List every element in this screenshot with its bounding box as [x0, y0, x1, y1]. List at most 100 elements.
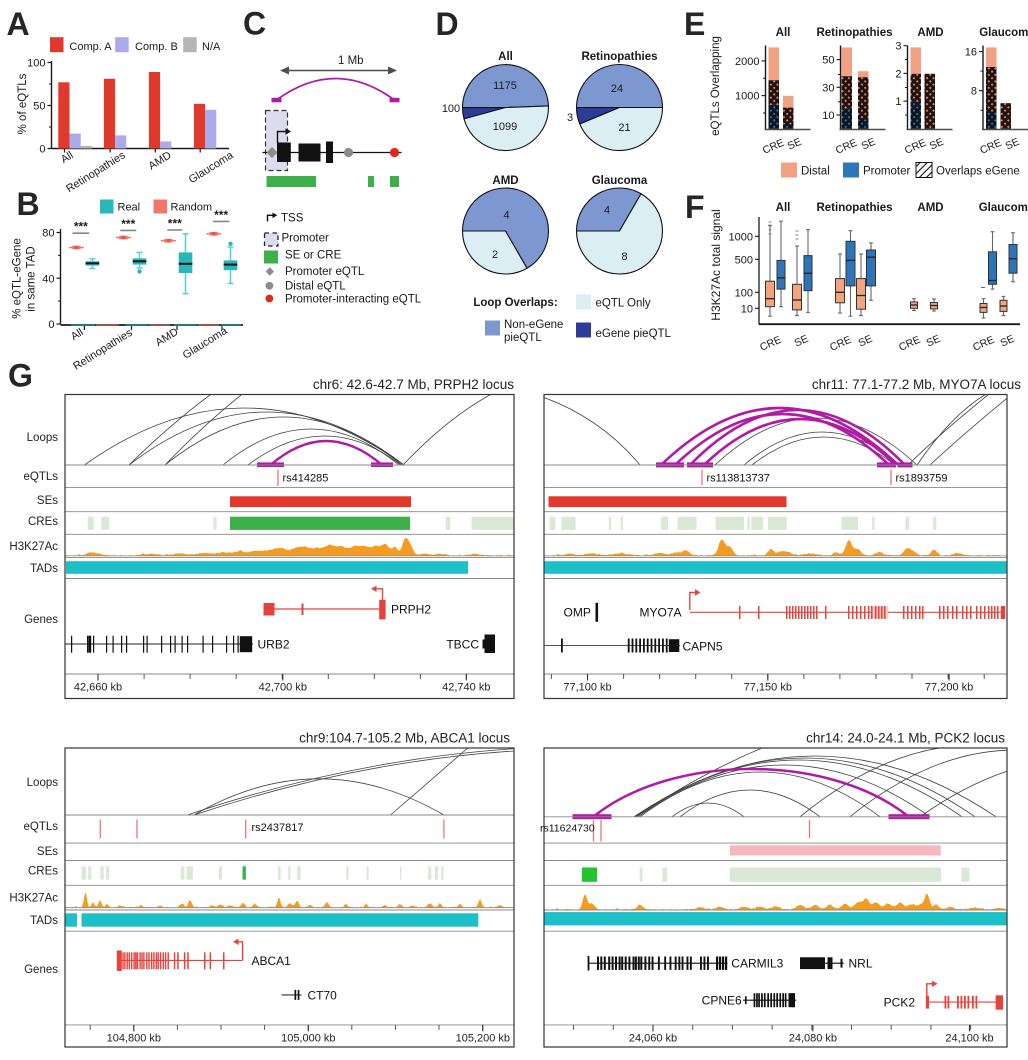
svg-text:77,100 kb: 77,100 kb — [563, 682, 611, 694]
svg-text:chr6: 42.6-42.7 Mb, PRPH2 locu: chr6: 42.6-42.7 Mb, PRPH2 locus — [313, 377, 514, 392]
svg-text:chr14: 24.0-24.1 Mb, PCK2 locu: chr14: 24.0-24.1 Mb, PCK2 locus — [806, 731, 1005, 746]
svg-text:rs11624730: rs11624730 — [540, 823, 595, 835]
svg-text:24,080 kb: 24,080 kb — [789, 1033, 837, 1045]
svg-text:ABCA1: ABCA1 — [252, 954, 292, 968]
svg-text:Glaucoma: Glaucoma — [592, 175, 648, 187]
svg-text:D: D — [436, 6, 459, 42]
svg-text:Random: Random — [171, 202, 213, 214]
svg-text:H3K27Ac: H3K27Ac — [9, 541, 58, 553]
svg-text:105,000 kb: 105,000 kb — [281, 1033, 335, 1045]
svg-text:80: 80 — [42, 228, 54, 240]
svg-text:42,700 kb: 42,700 kb — [259, 682, 307, 694]
svg-text:H3K27Ac: H3K27Ac — [9, 893, 58, 905]
svg-text:SEs: SEs — [37, 495, 58, 507]
svg-text:24,060 kb: 24,060 kb — [629, 1033, 677, 1045]
svg-text:H3K27Ac total signal: H3K27Ac total signal — [709, 209, 723, 320]
svg-text:1175: 1175 — [493, 80, 517, 92]
svg-text:24,100 kb: 24,100 kb — [945, 1033, 993, 1045]
svg-text:% of eQTLs: % of eQTLs — [17, 73, 29, 134]
svg-text:8: 8 — [621, 251, 627, 263]
svg-text:24: 24 — [611, 83, 623, 95]
svg-text:0: 0 — [48, 319, 54, 331]
svg-text:eQTLs Overlapping: eQTLs Overlapping — [710, 36, 722, 136]
svg-text:AMD: AMD — [492, 175, 518, 187]
svg-text:3: 3 — [895, 41, 901, 53]
svg-text:50: 50 — [33, 101, 45, 113]
svg-text:TSS: TSS — [281, 213, 304, 225]
svg-text:SE: SE — [999, 333, 1017, 350]
svg-text:Retinopathies: Retinopathies — [581, 51, 657, 63]
svg-text:Non-eGene: Non-eGene — [504, 319, 563, 331]
svg-text:100: 100 — [442, 103, 460, 115]
svg-text:21: 21 — [618, 122, 630, 134]
svg-text:Real: Real — [118, 202, 141, 214]
svg-text:F: F — [685, 189, 705, 225]
svg-text:1099: 1099 — [493, 121, 517, 133]
svg-text:Distal eQTL: Distal eQTL — [285, 281, 346, 293]
svg-text:Promoter: Promoter — [282, 233, 329, 245]
svg-text:CREs: CREs — [28, 516, 58, 528]
svg-text:2000: 2000 — [735, 56, 759, 68]
svg-text:A: A — [7, 6, 30, 42]
svg-text:3: 3 — [567, 112, 573, 124]
svg-text:4: 4 — [503, 210, 509, 222]
svg-text:8: 8 — [971, 86, 977, 98]
svg-text:1 Mb: 1 Mb — [338, 55, 364, 67]
svg-text:30: 30 — [822, 82, 834, 94]
svg-text:Genes: Genes — [24, 614, 58, 626]
svg-text:Overlaps eGene: Overlaps eGene — [936, 166, 1020, 178]
svg-text:10: 10 — [741, 303, 753, 315]
svg-text:105,200 kb: 105,200 kb — [456, 1033, 510, 1045]
svg-text:B: B — [17, 186, 40, 222]
svg-text:Promoter: Promoter — [863, 166, 910, 178]
svg-text:TADs: TADs — [30, 563, 58, 575]
svg-text:***: *** — [121, 217, 135, 231]
svg-text:SE or CRE: SE or CRE — [285, 250, 342, 262]
svg-text:SE: SE — [857, 333, 875, 350]
svg-text:pieQTL: pieQTL — [504, 332, 542, 344]
svg-text:CAPN5: CAPN5 — [683, 640, 723, 654]
svg-text:Comp. A: Comp. A — [69, 41, 112, 53]
svg-text:16: 16 — [965, 47, 977, 59]
svg-text:TADs: TADs — [30, 915, 58, 927]
svg-text:42,740 kb: 42,740 kb — [442, 682, 490, 694]
svg-text:eQTL Only: eQTL Only — [596, 298, 651, 310]
svg-text:2: 2 — [492, 249, 498, 261]
svg-text:eQTLs: eQTLs — [23, 821, 58, 833]
svg-text:***: *** — [168, 217, 182, 231]
svg-text:C: C — [243, 6, 266, 42]
svg-text:Distal: Distal — [801, 166, 830, 178]
svg-text:SE: SE — [928, 136, 946, 153]
svg-text:Retinopathies: Retinopathies — [816, 27, 892, 39]
svg-text:rs1893759: rs1893759 — [896, 473, 948, 485]
svg-text:10: 10 — [822, 110, 834, 122]
svg-text:AMD: AMD — [917, 202, 943, 214]
svg-text:eGene pieQTL: eGene pieQTL — [596, 328, 672, 340]
svg-text:All: All — [776, 202, 791, 214]
svg-text:E: E — [684, 6, 705, 42]
svg-text:rs2437817: rs2437817 — [252, 822, 304, 834]
svg-text:SE: SE — [925, 333, 943, 350]
svg-text:URB2: URB2 — [258, 638, 290, 652]
svg-text:OMP: OMP — [564, 606, 591, 620]
svg-text:Comp. B: Comp. B — [135, 41, 178, 53]
svg-text:Genes: Genes — [24, 964, 58, 976]
svg-text:SE: SE — [793, 333, 811, 350]
svg-text:CREs: CREs — [28, 866, 58, 878]
svg-text:1: 1 — [895, 96, 901, 108]
svg-text:All: All — [59, 149, 76, 166]
svg-text:Promoter-interacting eQTL: Promoter-interacting eQTL — [285, 294, 422, 306]
svg-text:77,150 kb: 77,150 kb — [744, 682, 792, 694]
svg-text:NRL: NRL — [849, 957, 873, 971]
svg-text:2: 2 — [895, 68, 901, 80]
svg-text:in same TAD: in same TAD — [26, 246, 38, 311]
svg-text:Loops: Loops — [27, 777, 59, 789]
svg-text:104,800 kb: 104,800 kb — [107, 1033, 161, 1045]
svg-text:CPNE6: CPNE6 — [702, 994, 742, 1008]
svg-text:SEs: SEs — [37, 846, 58, 858]
svg-text:77,200 kb: 77,200 kb — [925, 682, 973, 694]
svg-text:0: 0 — [39, 144, 45, 156]
svg-text:40: 40 — [42, 273, 54, 285]
svg-text:TBCC: TBCC — [446, 638, 479, 652]
svg-text:100: 100 — [735, 287, 753, 299]
